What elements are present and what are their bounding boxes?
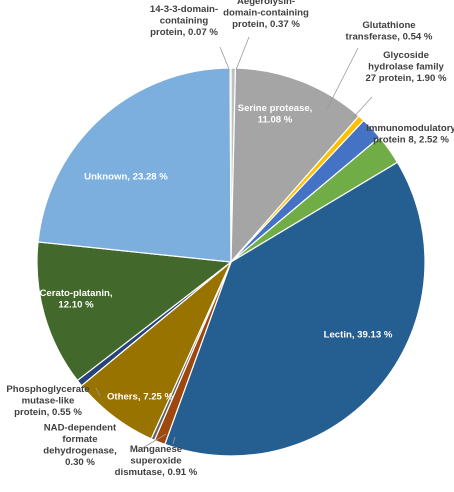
slice-label-glutathione-transferase: Glutathione transferase, 0.54 % (346, 20, 433, 43)
pie-slice-lectin (164, 161, 426, 457)
leader-line-glycoside-hydrolase-family-27-protein (350, 96, 373, 121)
pie-slice-unknown (37, 67, 232, 263)
pie-slice-serine-protease (230, 67, 360, 264)
leader-line-nad-dependent-formate-dehydrogenase (135, 433, 167, 453)
slice-label-cerato-platanin: Cerato-platanin, 12.10 % (39, 288, 112, 311)
pie-slice-cerato-platanin (36, 241, 233, 382)
slice-label-nad-dependent-formate-dehydrogenase: NAD-dependent formate dehydrogenase, 0.30 % (43, 422, 117, 468)
slice-label-14-3-3-domain-containing-protein: 14-3-3-domain-containing protein, 0.07 % (150, 4, 218, 38)
slice-label-lectin: Lectin, 39.13 % (324, 330, 393, 341)
leader-lines (95, 36, 373, 453)
slice-label-immunomodulatory-protein-8: Immunomodulatory protein 8, 2.52 % (366, 123, 454, 146)
leader-line-glutathione-transferase (326, 47, 359, 110)
slice-label-aegerolysin-domain-containing-protein: Aegerolysin-domain-containing protein, 0.… (223, 0, 309, 30)
leader-line-14-3-3-domain-containing-protein (219, 46, 230, 70)
slice-label-phosphoglycerate-mutase-like-protein: Phosphoglycerate mutase-like protein, 0.55… (6, 384, 89, 418)
leader-line-phosphoglycerate-mutase-like-protein (95, 387, 101, 397)
leader-line-aegerolysin-domain-containing-protein (235, 36, 250, 71)
slice-label-unknown: Unknown, 23.28 % (84, 172, 168, 183)
slice-label-others: Others, 7.25 % (107, 392, 174, 403)
slice-label-manganese-superoxide-dismutase: Manganese superoxide dismutase, 0.91 % (115, 444, 198, 478)
leader-line-manganese-superoxide-dismutase (172, 436, 176, 445)
pie-slices (36, 67, 426, 457)
slice-label-glycoside-hydrolase-family-27-protein: Glycoside hydrolase family 27 protein, 1.9… (365, 50, 447, 84)
pie-slice-14-3-3-domain-containing-protein (229, 67, 232, 263)
slice-labels: Aegerolysin-domain-containing protein, 0.… (6, 0, 454, 478)
slice-label-serine-protease: Serine protease, 11.08 % (238, 103, 313, 126)
